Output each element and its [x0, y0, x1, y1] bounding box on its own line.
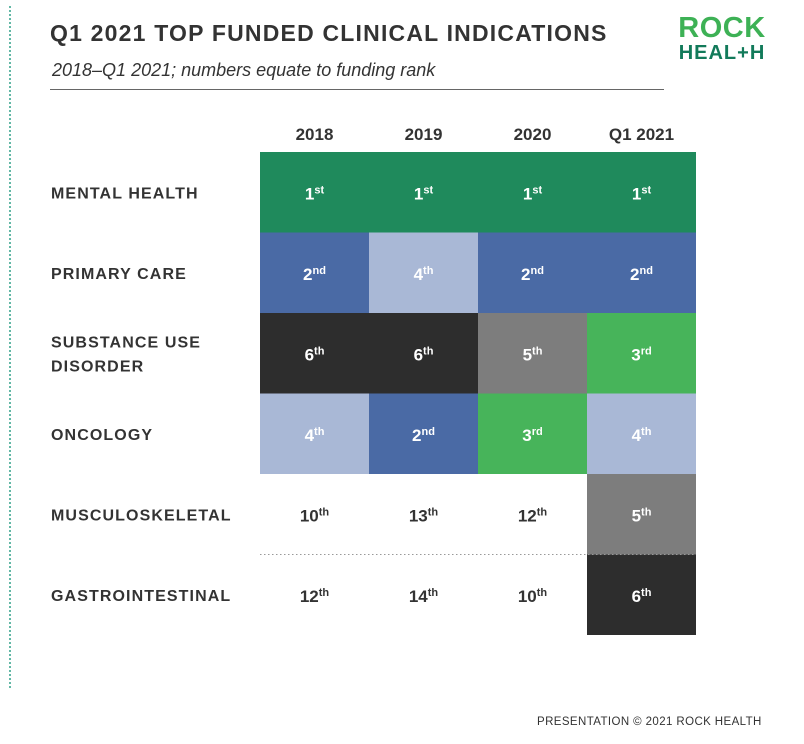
rank-cell: [478, 232, 587, 313]
rank-cell: [478, 313, 587, 394]
rank-cell: [260, 313, 369, 394]
rank-cell: [260, 232, 369, 313]
row-label: PRIMARY CARE: [51, 266, 187, 283]
rank-label: 2nd: [521, 265, 544, 284]
column-header: 2020: [514, 125, 552, 144]
row-label: MENTAL HEALTH: [51, 185, 199, 202]
rank-label: 2nd: [412, 426, 435, 445]
rank-label: 6th: [632, 587, 652, 606]
rank-cell: [369, 393, 478, 474]
rank-cell: [369, 232, 478, 313]
rank-cell: [260, 554, 369, 635]
row-label: SUBSTANCE USE: [51, 334, 201, 351]
rank-label: 10th: [518, 587, 548, 606]
row-label: MUSCULOSKELETAL: [51, 507, 232, 524]
rank-label: 3rd: [631, 345, 651, 364]
column-header: Q1 2021: [609, 125, 674, 144]
rank-cell: [260, 474, 369, 555]
rank-cell: [587, 393, 696, 474]
rank-cell: [369, 554, 478, 635]
funding-rank-chart: 2018 2019 2020 Q1 2021 MENTAL HEALTH 1st 1st 1s…: [51, 125, 696, 635]
column-header: 2018: [296, 125, 334, 144]
rank-label: 4th: [632, 426, 652, 445]
rank-label: 12th: [518, 506, 548, 525]
rank-cell: [478, 474, 587, 555]
rank-cell: [478, 554, 587, 635]
column-header: 2019: [405, 125, 443, 144]
rank-label: 14th: [409, 587, 439, 606]
logo-line-2: HEAL+H: [678, 42, 766, 64]
rank-cell: [478, 152, 587, 233]
rank-label: 1st: [632, 184, 652, 203]
rank-label: 13th: [409, 506, 439, 525]
rank-cell: [260, 393, 369, 474]
rank-label: 6th: [305, 345, 325, 364]
rank-cell: [478, 393, 587, 474]
page-title: Q1 2021 TOP FUNDED CLINICAL INDICATIONS: [50, 20, 608, 46]
rank-cell: [369, 152, 478, 233]
rank-cell: [369, 474, 478, 555]
rank-label: 1st: [523, 184, 543, 203]
rank-cell: [587, 313, 696, 394]
rank-label: 4th: [414, 265, 434, 284]
rank-cell: [369, 313, 478, 394]
footer-credit: PRESENTATION © 2021 ROCK HEALTH: [537, 716, 762, 728]
title-divider: [50, 89, 664, 90]
row-label: GASTROINTESTINAL: [51, 588, 231, 605]
rank-label: 1st: [305, 184, 325, 203]
rank-label: 12th: [300, 587, 330, 606]
rank-label: 6th: [414, 345, 434, 364]
rank-cell: [260, 152, 369, 233]
rank-label: 5th: [523, 345, 543, 364]
rank-cell: [587, 232, 696, 313]
rank-label: 2nd: [630, 265, 653, 284]
rank-label: 3rd: [522, 426, 542, 445]
row-label: ONCOLOGY: [51, 427, 153, 444]
rank-label: 10th: [300, 506, 330, 525]
page-subtitle: 2018–Q1 2021; numbers equate to funding …: [52, 60, 436, 80]
rank-label: 5th: [632, 506, 652, 525]
rank-cell: [587, 152, 696, 233]
rank-cell: [587, 474, 696, 555]
logo-line-1: ROCK: [678, 12, 766, 44]
rank-label: 2nd: [303, 265, 326, 284]
rank-label: 4th: [305, 426, 325, 445]
rank-cell: [587, 554, 696, 635]
left-dotted-rule: [9, 6, 11, 688]
row-label: DISORDER: [51, 358, 144, 375]
rank-label: 1st: [414, 184, 434, 203]
rock-health-logo: ROCK HEAL+H: [676, 12, 768, 64]
